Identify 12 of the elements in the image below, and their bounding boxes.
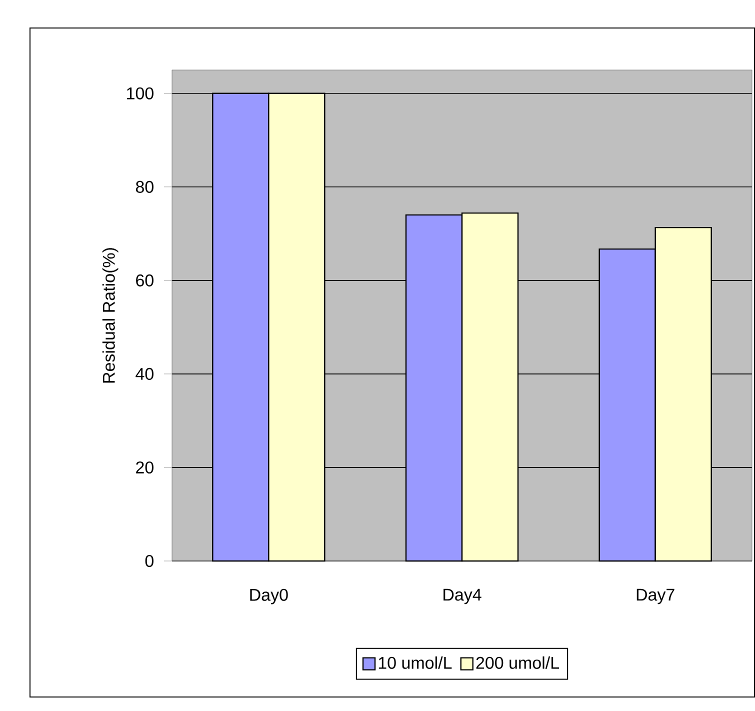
x-tick-label: Day7 [636,588,674,604]
legend-label: 200 umol/L [476,656,559,669]
legend-label: 10 umol/L [378,656,452,669]
x-tick-label: Day0 [250,588,288,604]
y-tick-label: 100 [127,87,154,100]
y-tick-label: 80 [136,180,154,193]
y-tick-label: 0 [145,554,154,568]
y-tick-label: 20 [136,461,154,474]
y-tick-label: 40 [136,368,154,380]
y-axis-title: Residual Ratio(%) [102,248,118,383]
x-tick-label: Day4 [444,588,482,604]
y-tick-label: 60 [136,274,154,286]
